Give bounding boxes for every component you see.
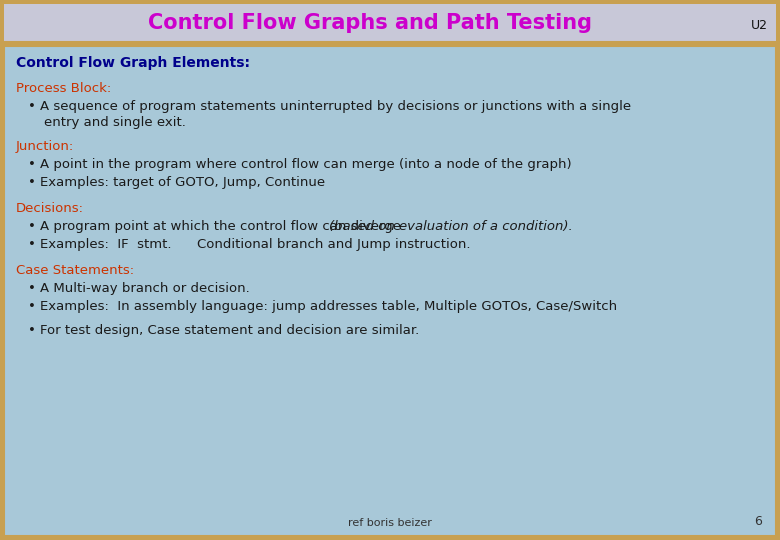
FancyBboxPatch shape	[4, 4, 776, 42]
Text: Process Block:: Process Block:	[16, 82, 112, 95]
Text: Junction:: Junction:	[16, 140, 74, 153]
Text: •: •	[28, 220, 36, 233]
Text: Control Flow Graph Elements:: Control Flow Graph Elements:	[16, 56, 250, 70]
Text: Examples:  IF  stmt.      Conditional branch and Jump instruction.: Examples: IF stmt. Conditional branch an…	[40, 238, 470, 251]
Text: 6: 6	[754, 515, 762, 528]
Text: A point in the program where control flow can merge (into a node of the graph): A point in the program where control flo…	[40, 158, 572, 171]
Text: Examples:  In assembly language: jump addresses table, Multiple GOTOs, Case/Swit: Examples: In assembly language: jump add…	[40, 300, 617, 313]
Text: ref boris beizer: ref boris beizer	[348, 518, 432, 528]
Text: •: •	[28, 158, 36, 171]
Text: entry and single exit.: entry and single exit.	[44, 116, 186, 129]
Text: For test design, Case statement and decision are similar.: For test design, Case statement and deci…	[40, 324, 420, 337]
Text: A program point at which the control flow can diverge: A program point at which the control flo…	[40, 220, 406, 233]
Text: U2: U2	[751, 19, 768, 32]
Text: •: •	[28, 282, 36, 295]
Text: Control Flow Graphs and Path Testing: Control Flow Graphs and Path Testing	[148, 13, 592, 33]
Text: Examples: target of GOTO, Jump, Continue: Examples: target of GOTO, Jump, Continue	[40, 176, 325, 189]
Text: Decisions:: Decisions:	[16, 202, 84, 215]
Text: Case Statements:: Case Statements:	[16, 264, 134, 277]
Text: •: •	[28, 100, 36, 113]
Text: •: •	[28, 176, 36, 189]
Text: •: •	[28, 300, 36, 313]
Text: (based on evaluation of a condition).: (based on evaluation of a condition).	[329, 220, 573, 233]
Text: •: •	[28, 324, 36, 337]
FancyBboxPatch shape	[4, 46, 776, 536]
Text: A Multi-way branch or decision.: A Multi-way branch or decision.	[40, 282, 250, 295]
Text: A sequence of program statements uninterrupted by decisions or junctions with a : A sequence of program statements uninter…	[40, 100, 631, 113]
Text: •: •	[28, 238, 36, 251]
